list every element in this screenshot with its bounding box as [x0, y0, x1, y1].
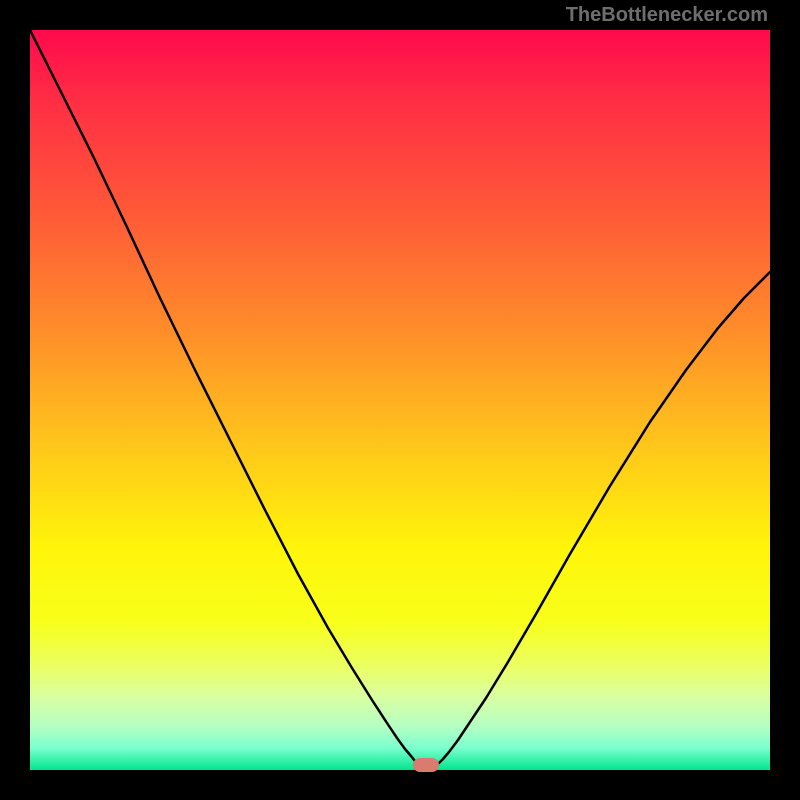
- bottleneck-curve: [30, 30, 770, 770]
- curve-path: [30, 30, 770, 765]
- chart-container: TheBottlenecker.com: [0, 0, 800, 800]
- watermark-text: TheBottlenecker.com: [566, 4, 768, 27]
- plot-area: [30, 30, 770, 770]
- optimal-point-marker: [413, 758, 439, 772]
